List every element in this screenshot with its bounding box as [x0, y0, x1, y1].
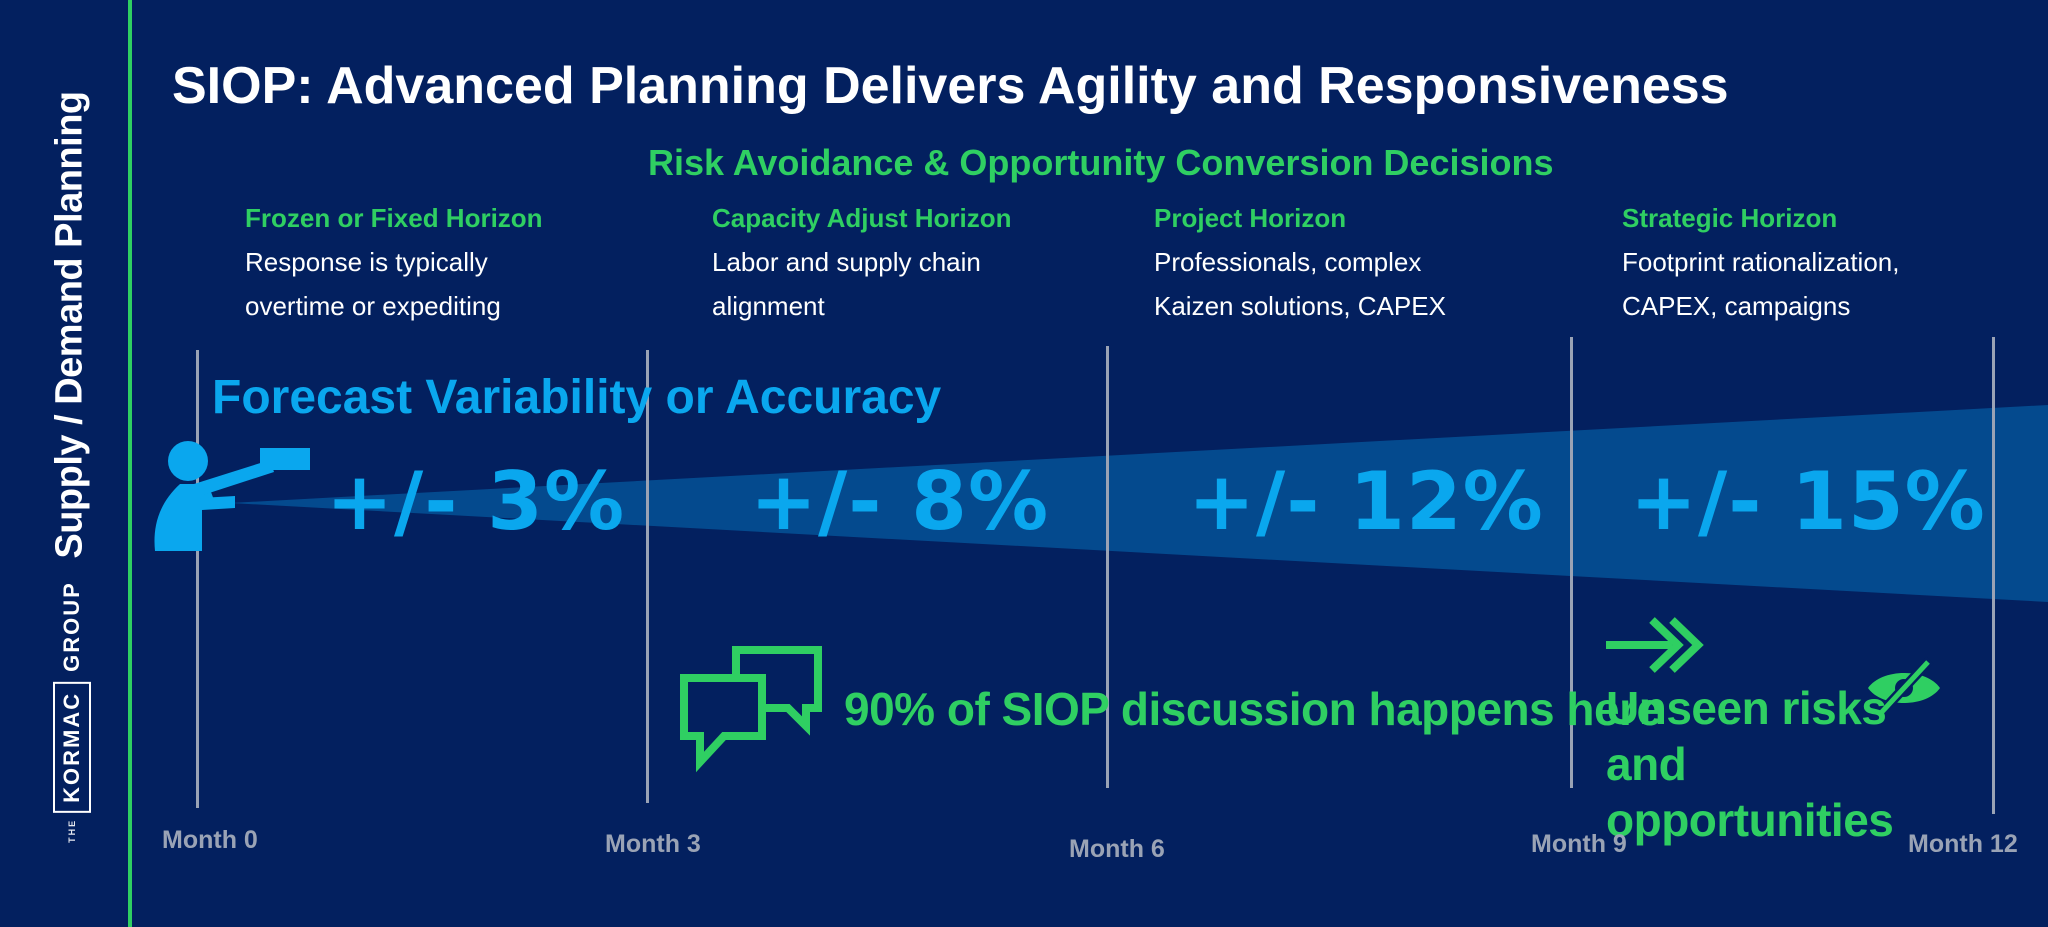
siop-discussion-callout: 90% of SIOP discussion happens here [844, 683, 1662, 735]
horizon-capacity: Capacity Adjust Horizon Labor and supply… [712, 203, 1142, 328]
horizon-title: Capacity Adjust Horizon [712, 203, 1012, 233]
horizon-description: Labor and supply chain alignment [712, 247, 981, 321]
telescope-person-icon [154, 441, 310, 551]
horizon-title: Frozen or Fixed Horizon [245, 203, 543, 233]
forecast-label: Forecast Variability or Accuracy [212, 371, 942, 424]
chat-bubbles-icon [680, 646, 822, 773]
gridline-month-9 [1570, 337, 1573, 788]
page-subtitle: Risk Avoidance & Opportunity Conversion … [648, 142, 1554, 183]
unseen-risks-callout: Unseen risks and opportunities [1606, 682, 1894, 846]
gridline-month-6 [1106, 346, 1109, 788]
gridline-month-3 [646, 350, 649, 803]
month-label-6: Month 6 [1069, 835, 1165, 863]
horizon-description: Response is typically overtime or expedi… [245, 247, 501, 321]
horizon-title: Strategic Horizon [1622, 203, 1838, 233]
horizon-frozen: Frozen or Fixed Horizon Response is typi… [245, 203, 675, 328]
horizon-title: Project Horizon [1154, 203, 1347, 233]
month-label-9: Month 9 [1531, 830, 1627, 858]
horizon-description: Footprint rationalization, CAPEX, campai… [1622, 247, 1900, 321]
month-label-0: Month 0 [162, 826, 258, 854]
eye-slash-icon [1868, 656, 1940, 720]
sidebar-divider [128, 0, 132, 927]
forecast-value-month-6: +/- 12% [1188, 455, 1544, 548]
forecast-value-month-9: +/- 15% [1630, 455, 1986, 548]
horizon-description: Professionals, complex Kaizen solutions,… [1154, 247, 1446, 321]
horizon-project: Project Horizon Professionals, complex K… [1154, 203, 1584, 328]
forecast-value-month-3: +/- 8% [750, 455, 1050, 548]
gridline-month-0 [196, 350, 199, 808]
horizon-strategic: Strategic Horizon Footprint rationalizat… [1622, 203, 2048, 328]
sidebar: Supply / Demand Planning THE KORMAC GROU… [0, 0, 128, 927]
month-label-3: Month 3 [605, 830, 701, 858]
gridline-month-12 [1992, 337, 1995, 814]
forecast-value-month-0: +/- 3% [326, 455, 626, 548]
page-title: SIOP: Advanced Planning Delivers Agility… [172, 57, 1729, 115]
double-arrow-icon [1606, 617, 1704, 673]
month-label-12: Month 12 [1908, 830, 2018, 858]
